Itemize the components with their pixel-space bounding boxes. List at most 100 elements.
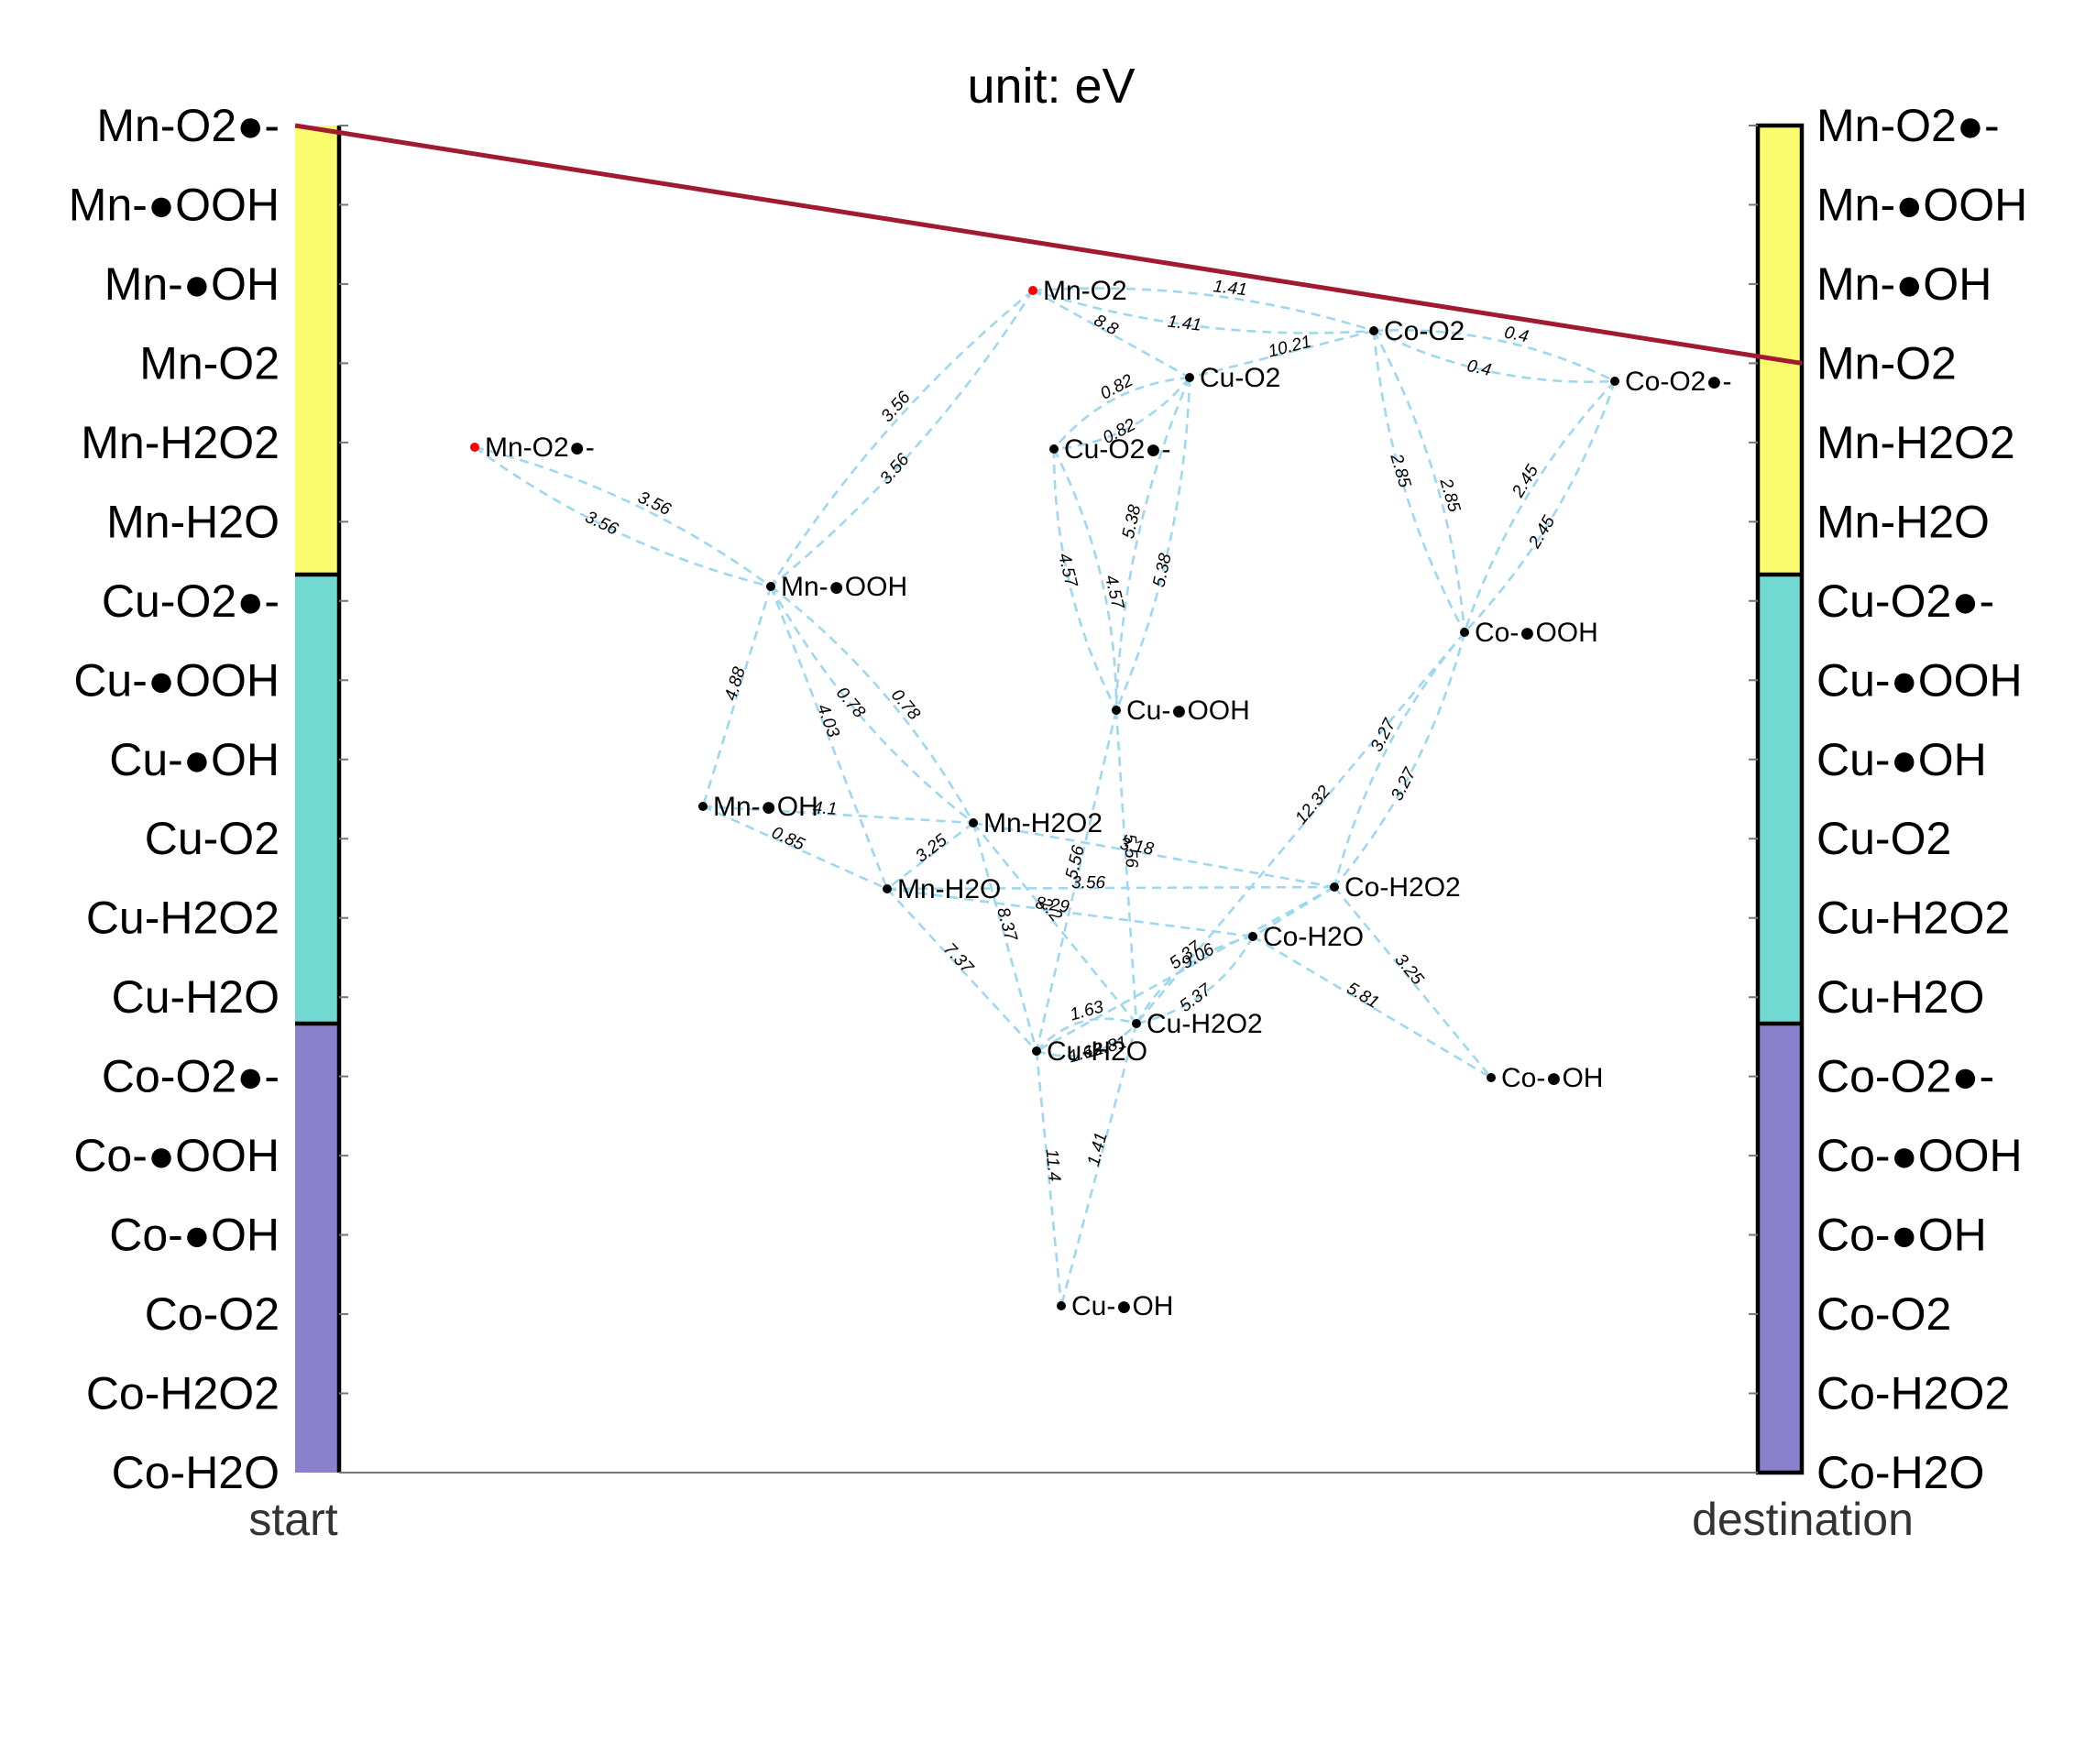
node-mn-ooh: Mn-●OOH <box>766 572 907 602</box>
destination-state-mn-o2radical: Mn-O2●- <box>1816 100 2000 151</box>
edge-energy-label: 11.4 <box>1042 1148 1064 1182</box>
edge-cu-ooh-to-cu-h2o2 <box>1114 709 1138 1024</box>
destination-state-bar <box>1749 123 1805 1475</box>
start-state-mn-radicaloh: Mn-●OH <box>104 258 280 310</box>
destination-state-co-o2: Co-O2 <box>1816 1288 1951 1340</box>
node-dot <box>1028 286 1037 295</box>
dest-bar-mn-segment <box>1758 126 1802 575</box>
edge-co-h2o-to-cu-h2o2 <box>1136 936 1255 1025</box>
edge-energy-label: 1.41 <box>1084 1131 1112 1168</box>
edge-energy-label: 2.85 <box>1386 451 1414 490</box>
edge-mn-oh-to-mn-h2o2 <box>702 805 974 825</box>
start-state-cu-o2radical: Cu-O2●- <box>102 575 280 627</box>
node-cu-oh: Cu-●OH <box>1057 1291 1173 1321</box>
edge-co-o2-to-cu-o2 <box>1189 329 1375 379</box>
edge-co-o2-to-co-ooh <box>1372 330 1466 633</box>
edge-cu-o2-to-cu-o2r <box>1052 376 1191 450</box>
edge-mn-ooh-to-mn-h2o2 <box>769 586 974 825</box>
edge-mn-o2-to-co-o2 <box>1032 287 1375 333</box>
node-mn-h2o2: Mn-H2O2 <box>969 808 1103 838</box>
destination-state-labels: Mn-O2●- Mn-●OOH Mn-●OH Mn-O2 Mn-H2O2 Mn-H2O Cu… <box>1816 100 2027 1498</box>
edge-energy-label: 12.32 <box>1291 782 1334 827</box>
edge-co-ooh-to-co-h2o2 <box>1333 631 1465 888</box>
edge-co-o2-to-co-o2r <box>1373 329 1616 383</box>
start-state-co-o2: Co-O2 <box>145 1288 280 1340</box>
node-cu-o2r: Cu-O2●- <box>1049 434 1170 465</box>
diagram-title: unit: eV <box>967 59 1135 114</box>
node-label: Mn-O2 <box>1043 276 1127 306</box>
node-cu-h2o: Cu-H2O <box>1032 1036 1147 1067</box>
edge-energy-label: 4.03 <box>813 702 843 740</box>
node-dot <box>1487 1073 1496 1082</box>
node-label: Co-O2●- <box>1625 367 1731 397</box>
node-label: Co-●OOH <box>1475 618 1598 648</box>
node-dot <box>1032 1046 1041 1056</box>
edge-energy-label: 4.57 <box>1054 552 1081 590</box>
edge-co-o2r-to-co-ooh <box>1464 380 1617 633</box>
destination-state-cu-o2radical: Cu-O2●- <box>1816 575 1994 627</box>
edge-energy-label: 1.41 <box>1167 312 1202 335</box>
start-state-bar <box>295 125 348 1474</box>
edge-co-h2o2-to-co-oh <box>1333 886 1493 1079</box>
edge-cu-o2-to-cu-o2r <box>1053 377 1191 451</box>
edge-energy-label: 0.4 <box>1502 323 1530 346</box>
node-label: Cu-H2O <box>1047 1036 1147 1067</box>
edge-energy-label: 4.88 <box>721 664 750 703</box>
edge-energy-label: 1.63 <box>1068 997 1106 1024</box>
node-label: Co-H2O2 <box>1344 872 1461 903</box>
node-label: Co-●OH <box>1501 1063 1603 1093</box>
edge-co-o2r-to-co-ooh <box>1463 380 1616 633</box>
destination-state-mn-h2o2: Mn-H2O2 <box>1816 417 2015 468</box>
edge-energy-label: 3.56 <box>1071 873 1105 893</box>
edge-mn-ooh-to-mn-h2o <box>769 586 889 890</box>
edge-energy-label: 3.56 <box>878 388 916 426</box>
node-cu-ooh: Cu-●OOH <box>1112 696 1250 726</box>
node-mn-o2r: Mn-O2●- <box>470 433 595 463</box>
node-dot <box>1369 326 1378 335</box>
start-state-labels: Mn-O2●- Mn-●OOH Mn-●OH Mn-O2 Mn-H2O2 Mn-H2O Cu… <box>69 100 280 1498</box>
node-label: Cu-O2●- <box>1064 434 1170 465</box>
start-state-co-radicaloh: Co-●OH <box>109 1210 280 1261</box>
edge-mn-h2o-to-co-h2o <box>886 887 1254 938</box>
edge-mn-o2-to-mn-ooh <box>769 289 1034 587</box>
destination-state-mn-o2: Mn-O2 <box>1816 337 1957 389</box>
node-label: Mn-●OH <box>713 792 818 822</box>
node-co-h2o2: Co-H2O2 <box>1330 872 1461 903</box>
edge-mn-ooh-to-mn-h2o2 <box>770 585 975 824</box>
start-state-cu-radicaloh: Cu-●OH <box>109 734 280 785</box>
destination-state-mn-h2o: Mn-H2O <box>1816 496 1990 547</box>
state-nodes: Mn-O2 Mn-O2●- Mn-●OOH Mn-●OH Mn-H2O2 Mn-H2O Cu… <box>470 276 1731 1321</box>
node-dot <box>1460 628 1469 637</box>
edge-energy-label: 5.56 <box>1120 833 1141 869</box>
edge-co-h2o-to-co-oh <box>1252 935 1492 1079</box>
edge-energy-label: 3.25 <box>1390 950 1427 989</box>
node-dot <box>883 884 892 893</box>
edge-energy-label: 7.37 <box>939 939 977 978</box>
edge-mn-h2o-to-co-h2o2 <box>886 885 1335 891</box>
start-state-co-h2o: Co-H2O <box>112 1447 280 1498</box>
edge-mn-h2o2-to-mn-h2o <box>886 821 974 891</box>
start-state-mn-radicalooh: Mn-●OOH <box>69 179 280 230</box>
edge-energy-label: 8.29 <box>1035 893 1071 917</box>
node-dot <box>1248 932 1257 941</box>
node-co-h2o: Co-H2O <box>1248 922 1364 952</box>
node-co-ooh: Co-●OOH <box>1460 618 1598 648</box>
node-mn-o2: Mn-O2 <box>1028 276 1127 306</box>
node-mn-oh: Mn-●OH <box>698 792 818 822</box>
edge-cu-ooh-to-cu-h2o <box>1035 709 1118 1052</box>
node-label: Cu-●OH <box>1071 1291 1173 1321</box>
node-dot <box>698 802 708 811</box>
node-dot <box>1132 1019 1141 1028</box>
edge-cu-h2o2-to-cu-oh <box>1059 1023 1138 1307</box>
edge-mn-o2r-to-mn-ooh <box>474 445 772 588</box>
start-state-cu-o2: Cu-O2 <box>145 813 280 864</box>
node-mn-h2o: Mn-H2O <box>883 874 1001 904</box>
edge-cu-h2o-to-cu-oh <box>1035 1050 1063 1307</box>
node-cu-o2: Cu-O2 <box>1185 363 1280 393</box>
edge-energy-label: 10.21 <box>1267 333 1313 362</box>
node-co-o2r: Co-O2●- <box>1610 367 1731 397</box>
node-co-oh: Co-●OH <box>1487 1063 1603 1093</box>
edge-energy-label: 0.78 <box>832 684 869 722</box>
edge-mn-h2o2-to-cu-h2o2 <box>971 822 1138 1024</box>
edge-co-o2-to-co-ooh <box>1372 330 1466 633</box>
